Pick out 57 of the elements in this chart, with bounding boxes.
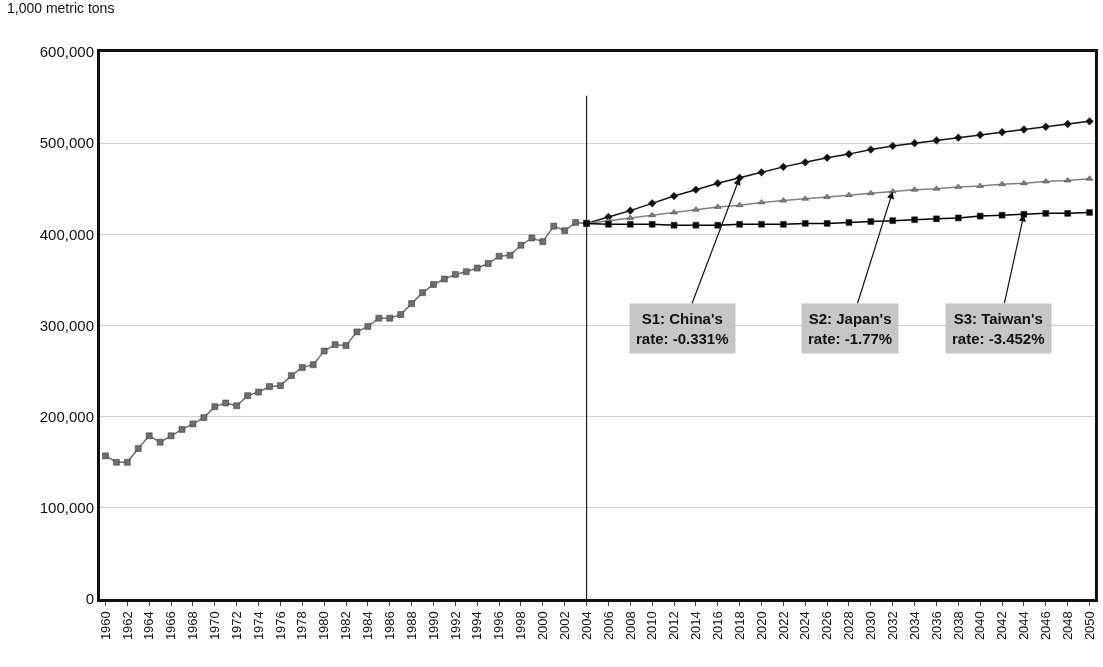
x-tick-label: 1988 (403, 611, 419, 641)
annotation: S1: China's rate: -0.331% (636, 310, 729, 347)
x-tick-label: 2002 (556, 611, 572, 641)
x-tick-label: 2038 (950, 611, 966, 641)
x-tick-label: 1980 (316, 611, 332, 641)
x-tick-label: 2046 (1038, 611, 1054, 641)
x-tick-label: 2018 (731, 611, 747, 641)
annotation: S2: Japan's rate: -1.77% (808, 310, 893, 347)
x-tick-label: 2048 (1059, 611, 1075, 641)
y-tick-label: 500,000 (39, 134, 94, 152)
x-tick-label: 1984 (360, 611, 376, 641)
x-tick-label: 2042 (994, 611, 1010, 641)
x-tick-label: 2034 (906, 611, 922, 641)
x-tick-label: 1970 (207, 611, 223, 641)
x-tick-label: 1964 (141, 611, 157, 641)
x-tick-label: 2012 (666, 611, 682, 641)
y-tick-label: 400,000 (39, 225, 94, 243)
x-tick-label: 1978 (294, 611, 310, 641)
x-tick-label: 2030 (863, 611, 879, 641)
x-tick-label: 1966 (163, 611, 179, 641)
x-tick-label: 1990 (425, 611, 441, 641)
y-tick-label: 300,000 (39, 316, 94, 334)
x-tick-label: 2016 (709, 611, 725, 641)
x-tick-label: 1998 (513, 611, 529, 641)
x-tick-label: 2014 (688, 611, 704, 641)
x-tick-label: 2036 (928, 611, 944, 641)
x-tick-label: 1994 (469, 611, 485, 641)
x-tick-label: 2026 (819, 611, 835, 641)
x-tick-label: 2022 (775, 611, 791, 641)
x-tick-label: 1976 (272, 611, 288, 641)
y-tick-label: 0 (85, 590, 94, 608)
y-axis-title: 1,000 metric tons (7, 0, 115, 16)
x-tick-label: 2040 (972, 611, 988, 641)
x-tick-label: 2008 (622, 611, 638, 641)
x-tick-label: 2000 (535, 611, 551, 641)
x-tick-label: 2028 (841, 611, 857, 641)
x-tick-label: 2006 (600, 611, 616, 641)
x-tick-label: 1962 (119, 611, 135, 641)
annotation: S3: Taiwan's rate: -3.452% (952, 310, 1045, 347)
x-tick-label: 2050 (1081, 611, 1097, 641)
x-tick-label: 1960 (97, 611, 113, 641)
x-tick-label: 2010 (644, 611, 660, 641)
y-tick-label: 200,000 (39, 407, 94, 425)
x-tick-label: 1982 (338, 611, 354, 641)
x-tick-label: 2020 (753, 611, 769, 641)
x-tick-label: 1986 (381, 611, 397, 641)
x-tick-label: 1972 (228, 611, 244, 641)
x-tick-label: 1968 (185, 611, 201, 641)
x-tick-label: 2032 (884, 611, 900, 641)
x-tick-label: 2024 (797, 611, 813, 641)
x-tick-label: 2044 (1016, 611, 1032, 641)
x-tick-label: 1996 (491, 611, 507, 641)
x-tick-label: 1974 (250, 611, 266, 641)
y-tick-label: 100,000 (39, 499, 94, 517)
y-tick-label: 600,000 (39, 43, 94, 61)
x-tick-label: 2004 (578, 611, 594, 641)
x-tick-label: 1992 (447, 611, 463, 641)
